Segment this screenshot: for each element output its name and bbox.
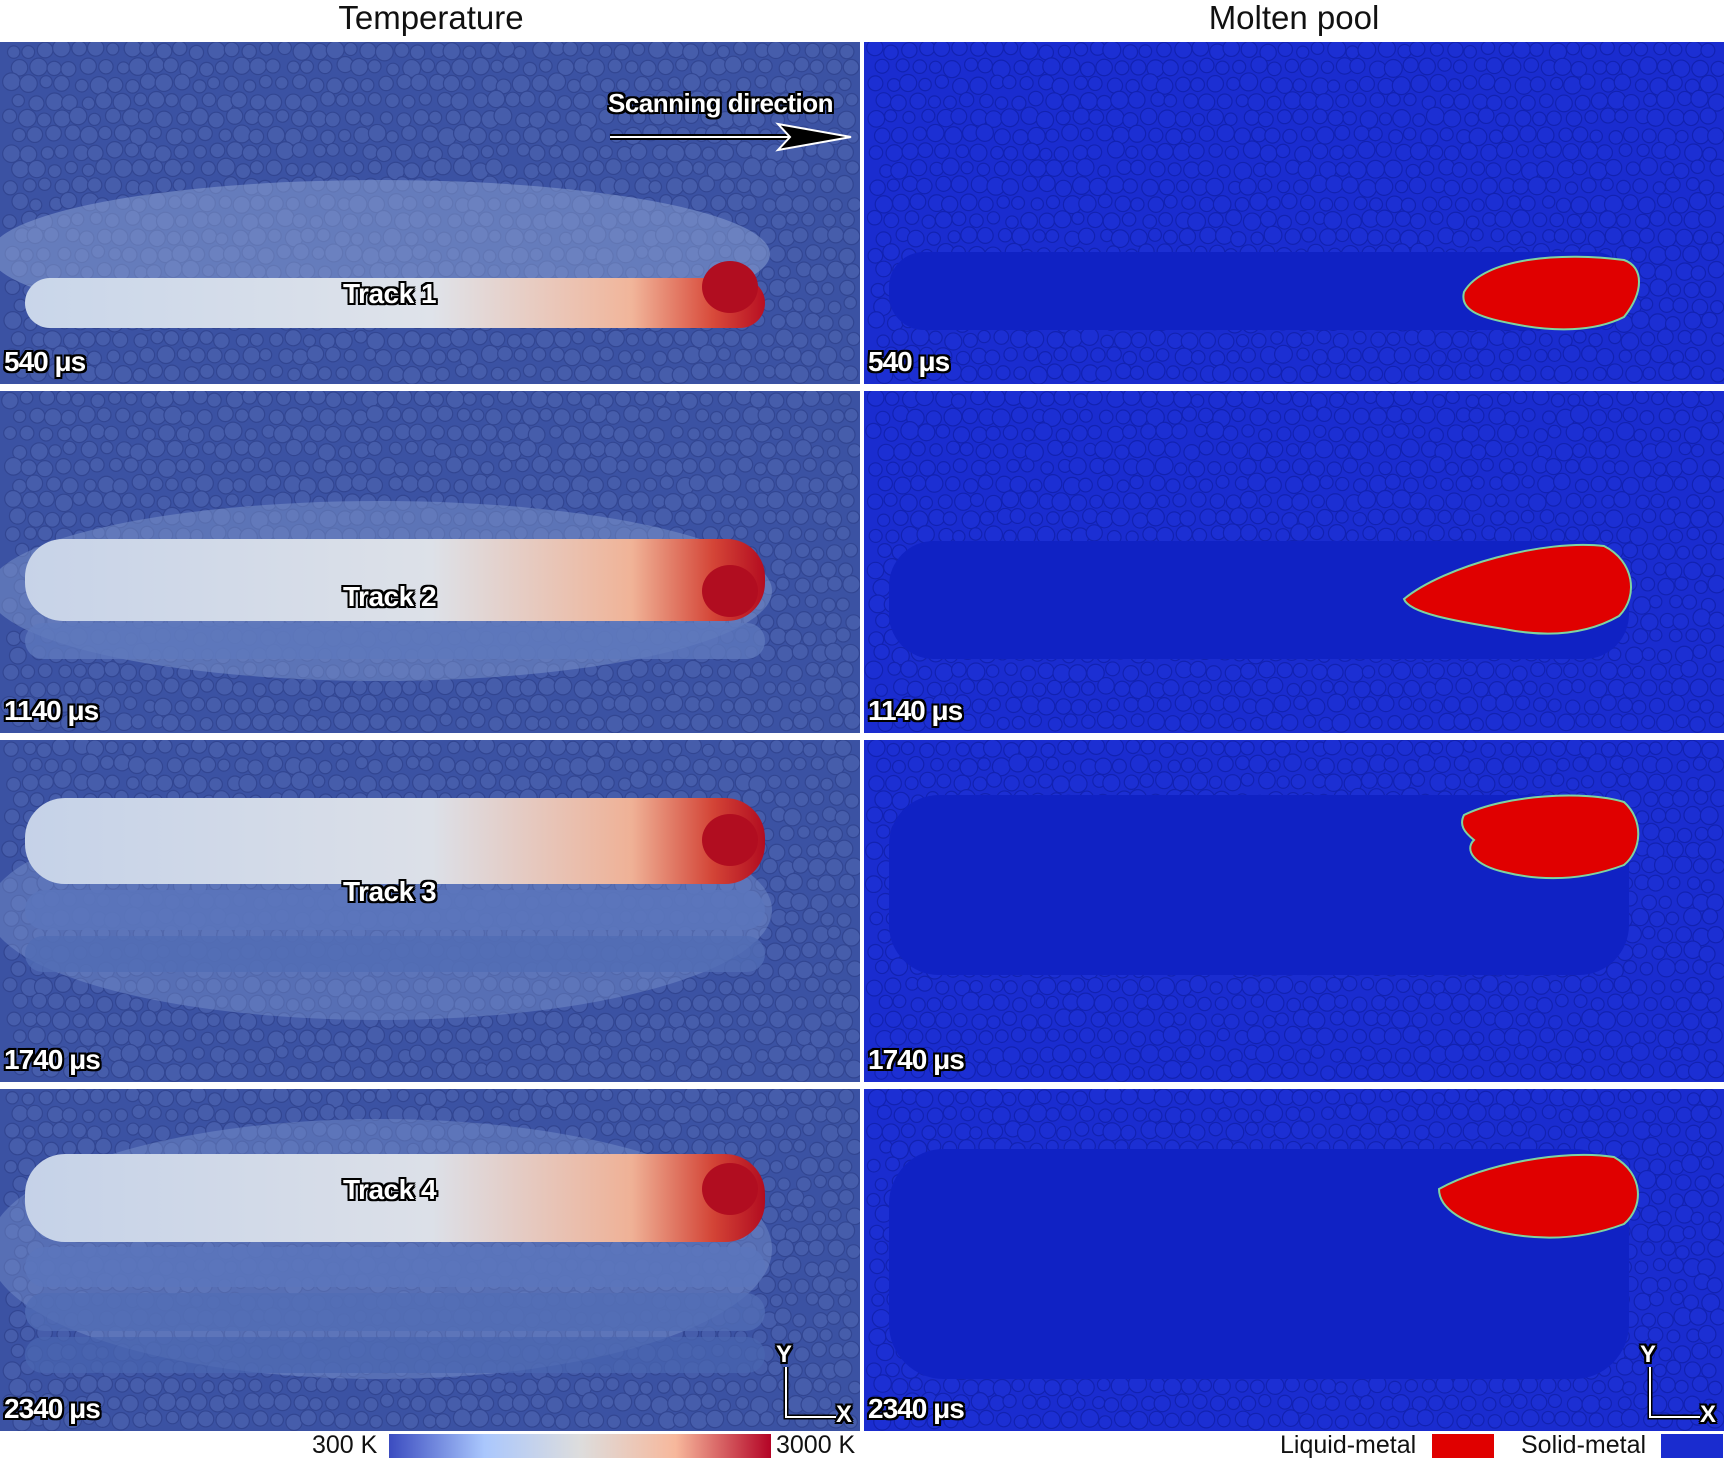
molten-pool-panel-2: 1140 μs [864, 391, 1724, 733]
molten-pool-4 [1437, 1153, 1639, 1239]
laser-spot-3 [702, 814, 758, 866]
molten-pool-1 [1462, 255, 1640, 331]
time-label-temperature-3: 1740 μs [4, 1044, 101, 1075]
track-label-1: Track 1 [343, 278, 437, 309]
temperature-field-1 [0, 42, 860, 384]
liquid-metal-swatch [1432, 1434, 1494, 1458]
axis-y-label-temperature: Y [776, 1341, 793, 1368]
time-label-pool-4: 2340 μs [868, 1393, 965, 1424]
axes-triad-icon [1647, 1367, 1700, 1420]
molten-pool-3 [1461, 794, 1640, 880]
temperature-panel-1: Track 1 Scanning direction 540 μs [0, 42, 860, 384]
time-label-pool-1: 540 μs [868, 346, 950, 377]
track-label-4: Track 4 [343, 1174, 437, 1205]
laser-spot-1 [702, 261, 758, 313]
temperature-panel-2: Track 2 1140 μs [0, 391, 860, 733]
molten-pool-column-title: Molten pool [1208, 0, 1380, 36]
temperature-column-title: Temperature [338, 0, 524, 36]
temperature-panel-3: Track 3 1740 μs [0, 740, 860, 1082]
time-label-temperature-1: 540 μs [4, 346, 86, 377]
phase-field-1 [866, 42, 1724, 384]
axis-x-label-temperature: X [836, 1401, 853, 1428]
axis-x-label-pool: X [1700, 1401, 1717, 1428]
phase-field-4 [866, 1089, 1724, 1431]
temperature-field-2 [0, 391, 860, 733]
time-label-pool-3: 1740 μs [868, 1044, 965, 1075]
molten-pool-panel-4: Y X 2340 μs [864, 1089, 1724, 1431]
time-label-pool-2: 1140 μs [868, 695, 963, 726]
time-label-temperature-2: 1140 μs [4, 695, 99, 726]
laser-spot-2 [702, 565, 758, 617]
temperature-max-label: 3000 K [776, 1431, 856, 1459]
liquid-metal-label: Liquid-metal [1280, 1431, 1417, 1459]
axis-y-label-pool: Y [1640, 1341, 1657, 1368]
temperature-min-label: 300 K [312, 1431, 378, 1459]
temperature-field-3 [0, 740, 860, 1082]
solid-metal-swatch [1661, 1434, 1723, 1458]
molten-pool-panel-1: 540 μs [864, 42, 1724, 384]
phase-field-2 [864, 391, 1724, 733]
molten-pool-2 [1402, 543, 1632, 635]
temperature-field-4 [0, 1089, 860, 1431]
time-label-temperature-4: 2340 μs [4, 1393, 101, 1424]
axes-triad-icon [783, 1367, 836, 1420]
temperature-colorbar [389, 1434, 771, 1458]
laser-spot-4 [702, 1163, 758, 1215]
scanning-direction-arrow-icon [610, 122, 852, 152]
scanning-direction-label: Scanning direction [608, 88, 834, 118]
molten-pool-panel-3: 1740 μs [864, 740, 1724, 1082]
solid-metal-label: Solid-metal [1521, 1431, 1647, 1459]
track-label-3: Track 3 [343, 876, 437, 907]
temperature-panel-4: Track 4 Y X 2340 μs [0, 1089, 860, 1431]
track-label-2: Track 2 [343, 581, 437, 612]
phase-field-3 [864, 740, 1724, 1082]
